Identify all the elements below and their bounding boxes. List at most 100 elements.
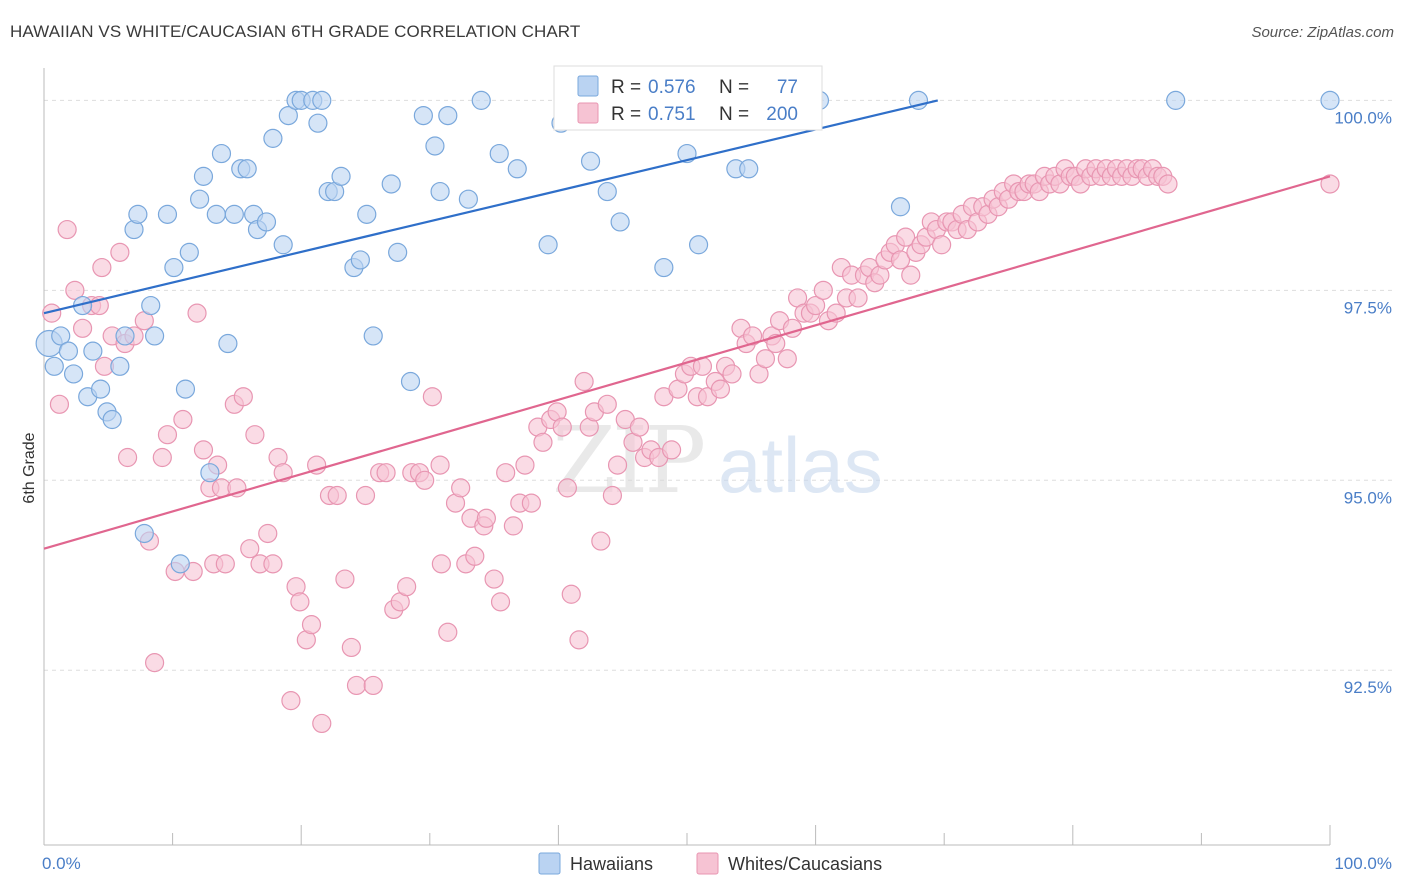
stats-n-label-hawaiians: N = xyxy=(719,77,749,98)
x-tick-label-min: 0.0% xyxy=(42,854,81,873)
whites-point xyxy=(335,569,355,589)
hawaiians-point xyxy=(128,204,148,224)
hawaiians-point xyxy=(308,113,328,133)
hawaiians-point xyxy=(597,181,617,202)
whites-point xyxy=(742,326,763,346)
hawaiians-point xyxy=(413,105,433,126)
whites-point xyxy=(597,394,617,414)
whites-point xyxy=(552,417,572,437)
whites-point xyxy=(896,227,916,247)
stats-legend-swatch-hawaiians xyxy=(577,75,599,97)
hawaiians-point xyxy=(193,166,214,186)
whites-point xyxy=(233,387,253,407)
whites-point xyxy=(193,440,214,460)
stats-legend: R = 0.576 N = 77 R = 0.751 N = 200 xyxy=(553,65,823,131)
whites-point xyxy=(476,508,496,528)
whites-point xyxy=(65,280,85,300)
stats-r-label-whites: R = xyxy=(611,104,641,125)
whites-point xyxy=(312,713,332,734)
whites-point xyxy=(430,455,450,475)
whites-point xyxy=(152,447,172,468)
hawaiians-point xyxy=(63,364,84,384)
whites-point xyxy=(629,417,650,437)
whites-point xyxy=(484,569,504,589)
chart-title: HAWAIIAN VS WHITE/CAUCASIAN 6TH GRADE CO… xyxy=(10,22,581,41)
whites-point xyxy=(848,288,868,308)
hawaiians-point xyxy=(190,189,210,209)
whites-point xyxy=(258,523,278,544)
whites-point xyxy=(602,485,623,506)
whites-point xyxy=(263,554,283,574)
series-whites-points xyxy=(42,159,1340,734)
hawaiians-point xyxy=(200,463,220,483)
stats-n-value-hawaiians: 77 xyxy=(777,77,798,98)
whites-point xyxy=(301,615,322,635)
hawaiians-point xyxy=(363,326,383,346)
hawaiians-point xyxy=(278,105,298,126)
whites-point xyxy=(813,280,833,300)
whites-point xyxy=(307,455,327,475)
hawaiians-point xyxy=(90,379,111,399)
legend-label-whites: Whites/Caucasians xyxy=(728,854,882,874)
trend-lines xyxy=(43,99,1331,550)
hawaiians-point xyxy=(1166,90,1186,110)
hawaiians-point xyxy=(350,250,370,270)
hawaiians-point xyxy=(157,204,178,224)
whites-point xyxy=(57,219,77,240)
whites-trend-line xyxy=(43,175,1331,550)
hawaiians-point xyxy=(357,204,377,224)
hawaiians-point xyxy=(438,105,458,126)
hawaiians-point xyxy=(388,242,408,262)
hawaiians-point xyxy=(580,151,601,171)
whites-point xyxy=(451,478,471,498)
stats-r-label-hawaiians: R = xyxy=(611,77,641,98)
whites-point xyxy=(755,349,776,369)
hawaiians-point xyxy=(115,326,135,346)
y-tick-labels: 92.5% 95.0% 97.5% 100.0% xyxy=(1334,108,1392,697)
hawaiians-point xyxy=(58,341,79,361)
hawaiians-point xyxy=(263,128,283,148)
hawaiians-point xyxy=(44,356,64,376)
legend-swatch-whites xyxy=(696,852,719,875)
hawaiians-point xyxy=(175,379,196,399)
whites-point xyxy=(72,318,93,338)
hawaiians-point xyxy=(538,235,558,255)
hawaiians-point xyxy=(164,257,184,278)
whites-point xyxy=(376,463,396,483)
source-label: Source: ZipAtlas.com xyxy=(1251,24,1394,41)
whites-point xyxy=(173,409,193,430)
whites-point xyxy=(710,379,731,399)
whites-point xyxy=(490,592,511,612)
hawaiians-point xyxy=(458,189,478,209)
whites-point xyxy=(49,394,70,414)
whites-point xyxy=(521,493,541,513)
whites-point xyxy=(607,455,628,475)
hawaiians-point xyxy=(273,235,293,255)
whites-point xyxy=(515,455,535,475)
whites-point xyxy=(281,691,301,711)
hawaiians-point xyxy=(688,235,709,255)
y-tick-label: 97.5% xyxy=(1344,298,1392,317)
whites-point xyxy=(569,630,589,650)
whites-point xyxy=(422,387,442,407)
whites-point xyxy=(932,235,952,255)
whites-point xyxy=(144,653,165,673)
series-legend: Hawaiians Whites/Caucasians xyxy=(538,852,882,875)
y-tick-label: 92.5% xyxy=(1344,678,1392,697)
grid-lines xyxy=(44,99,1392,671)
whites-point xyxy=(557,478,578,498)
hawaiians-point xyxy=(1320,90,1340,110)
stats-r-value-hawaiians: 0.576 xyxy=(648,77,696,98)
whites-point xyxy=(157,425,178,445)
whites-point xyxy=(1320,174,1340,194)
hawaiians-point xyxy=(51,326,71,346)
whites-point xyxy=(415,470,435,490)
stats-legend-swatch-whites xyxy=(577,102,599,124)
hawaiians-point xyxy=(890,197,911,217)
legend-label-hawaiians: Hawaiians xyxy=(570,854,653,874)
y-axis-title: 6th Grade xyxy=(21,432,38,503)
hawaiians-point xyxy=(237,159,257,179)
whites-point xyxy=(92,257,112,278)
whites-point xyxy=(42,303,62,323)
